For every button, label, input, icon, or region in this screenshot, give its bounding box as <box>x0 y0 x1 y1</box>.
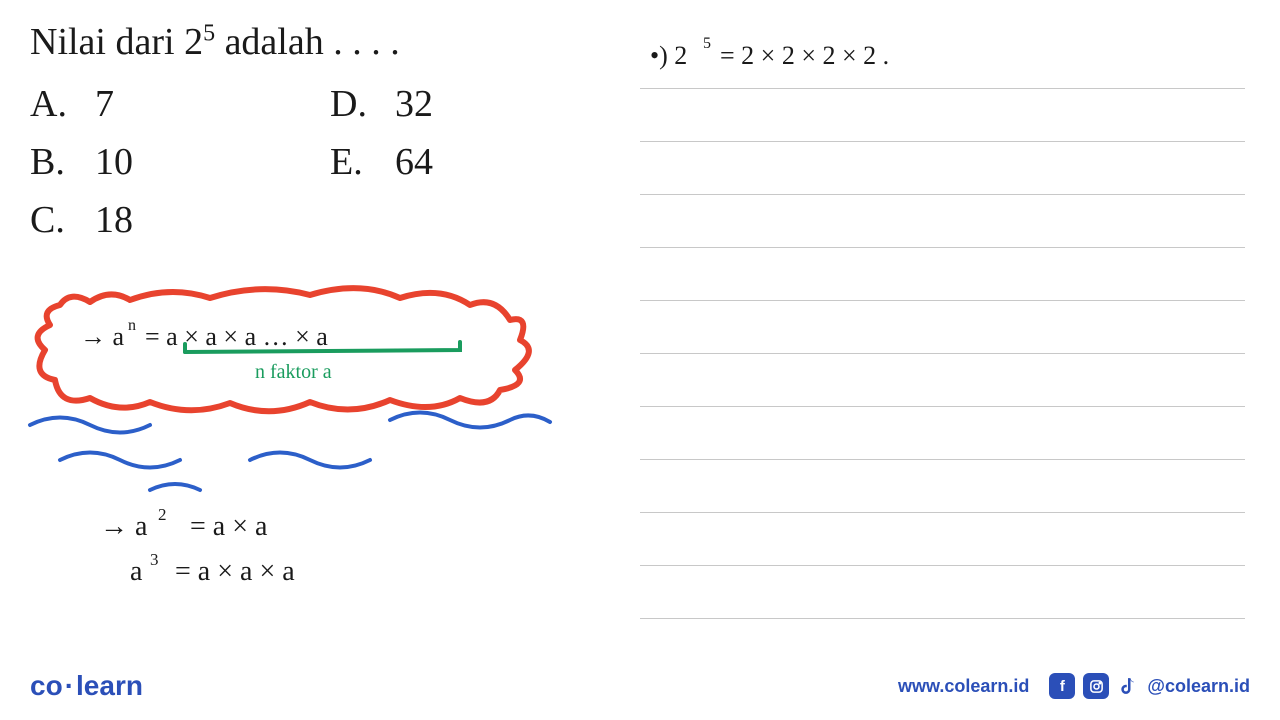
footer: co·learn www.colearn.id f @colearn.id <box>30 670 1250 702</box>
rule-line <box>640 247 1245 248</box>
options-grid: A. 7 D. 32 B. 10 E. 64 C. 18 <box>30 82 630 242</box>
option-b: B. 10 <box>30 140 330 184</box>
svg-text:= a × a × a: = a × a × a <box>175 556 295 587</box>
svg-text:→ a: → a <box>80 322 125 351</box>
footer-url: www.colearn.id <box>898 676 1029 697</box>
instagram-icon <box>1083 673 1109 699</box>
rule-line <box>640 512 1245 513</box>
logo-dot: · <box>63 670 76 701</box>
svg-text:→ a: → a <box>100 511 148 542</box>
option-value: 10 <box>95 140 133 184</box>
svg-text:a: a <box>130 556 143 587</box>
option-letter: D. <box>330 82 375 126</box>
logo-learn: learn <box>76 670 143 701</box>
option-letter: B. <box>30 140 75 184</box>
logo-co: co <box>30 670 63 701</box>
svg-text:5: 5 <box>703 35 711 52</box>
footer-right: www.colearn.id f @colearn.id <box>898 673 1250 699</box>
option-value: 7 <box>95 82 114 126</box>
option-value: 32 <box>395 82 433 126</box>
svg-text:= a × a × a … × a: = a × a × a … × a <box>145 322 328 351</box>
question-panel: Nilai dari 25 adalah . . . . A. 7 D. 32 … <box>30 20 630 242</box>
rule-line <box>640 194 1245 195</box>
question-prefix: Nilai dari <box>30 21 184 63</box>
brand-logo: co·learn <box>30 670 143 702</box>
option-e: E. 64 <box>330 140 610 184</box>
rule-line <box>640 141 1245 142</box>
svg-text:n: n <box>128 317 136 334</box>
rule-line <box>640 565 1245 566</box>
rule-line <box>640 300 1245 301</box>
option-d: D. 32 <box>330 82 610 126</box>
option-letter: E. <box>330 140 375 184</box>
question-text: Nilai dari 25 adalah . . . . <box>30 20 630 64</box>
tiktok-icon <box>1117 673 1139 699</box>
ruled-lines <box>640 88 1245 671</box>
work-panel: •) 2 5 = 2 × 2 × 2 × 2 . <box>640 26 1240 626</box>
option-letter: A. <box>30 82 75 126</box>
question-exponent: 5 <box>203 20 215 46</box>
rule-line <box>640 459 1245 460</box>
question-suffix: adalah . . . . <box>215 21 400 63</box>
option-letter: C. <box>30 198 75 242</box>
footer-handle: @colearn.id <box>1147 676 1250 697</box>
svg-text:2: 2 <box>158 505 167 524</box>
svg-text:•) 2: •) 2 <box>650 41 687 70</box>
handwritten-annotations: → a n = a × a × a … × a n faktor a → a 2… <box>20 280 580 600</box>
svg-text:3: 3 <box>150 550 159 569</box>
svg-text:= a × a: = a × a <box>190 511 268 542</box>
option-value: 18 <box>95 198 133 242</box>
svg-text:= 2 × 2 × 2 × 2 .: = 2 × 2 × 2 × 2 . <box>720 41 889 70</box>
question-base: 2 <box>184 21 203 63</box>
social-links: f @colearn.id <box>1049 673 1250 699</box>
option-c: C. 18 <box>30 198 330 242</box>
rule-line <box>640 88 1245 89</box>
rule-line <box>640 618 1245 619</box>
rule-line <box>640 353 1245 354</box>
option-value: 64 <box>395 140 433 184</box>
svg-text:n faktor a: n faktor a <box>255 361 332 383</box>
facebook-icon: f <box>1049 673 1075 699</box>
rule-line <box>640 406 1245 407</box>
option-a: A. 7 <box>30 82 330 126</box>
right-handwriting: •) 2 5 = 2 × 2 × 2 × 2 . <box>640 26 1240 86</box>
